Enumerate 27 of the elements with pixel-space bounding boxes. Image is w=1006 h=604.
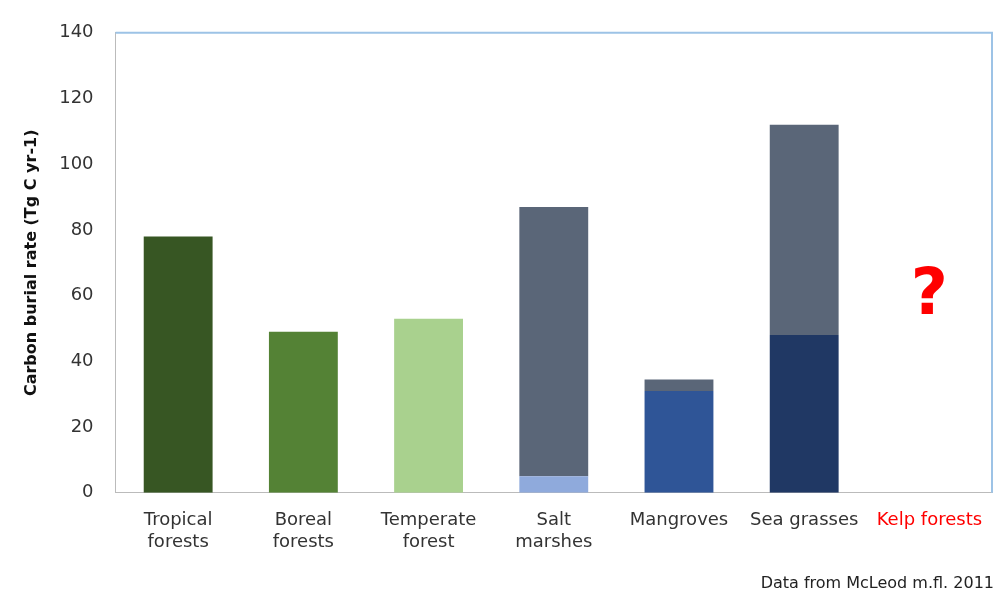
bar	[644, 390, 714, 493]
y-tick-label: 80	[70, 217, 94, 239]
y-tick-label: 120	[59, 86, 94, 108]
x-tick-label: Mangroves	[629, 508, 729, 530]
y-tick-label: 60	[70, 283, 94, 305]
y-tick-label: 40	[70, 349, 94, 371]
x-tick-label: Boreal forests	[272, 508, 334, 551]
bar	[143, 236, 213, 493]
bar	[519, 206, 589, 477]
bar	[268, 331, 338, 493]
text: Data from McLeod m.fl. 2011	[760, 573, 994, 593]
annotation: ?	[910, 255, 948, 330]
x-tick-label: Sea grasses	[750, 508, 859, 530]
y-axis-title: Carbon burial rate (Tg C yr-1)	[20, 129, 40, 397]
x-tick-label: Salt marshes	[515, 508, 593, 551]
y-tick-label: 20	[70, 414, 94, 436]
y-tick-label: 140	[59, 20, 94, 42]
y-tick-label: 0	[82, 480, 94, 502]
x-tick-label: Temperate forest	[379, 508, 477, 551]
y-tick-label: 100	[59, 151, 94, 173]
bar	[769, 124, 839, 336]
bar	[769, 335, 839, 493]
x-tick-label: Kelp forests	[876, 508, 983, 530]
bar	[644, 379, 714, 391]
bar	[394, 318, 463, 493]
x-tick-label: Tropical forests	[142, 508, 213, 551]
bar	[519, 476, 589, 493]
